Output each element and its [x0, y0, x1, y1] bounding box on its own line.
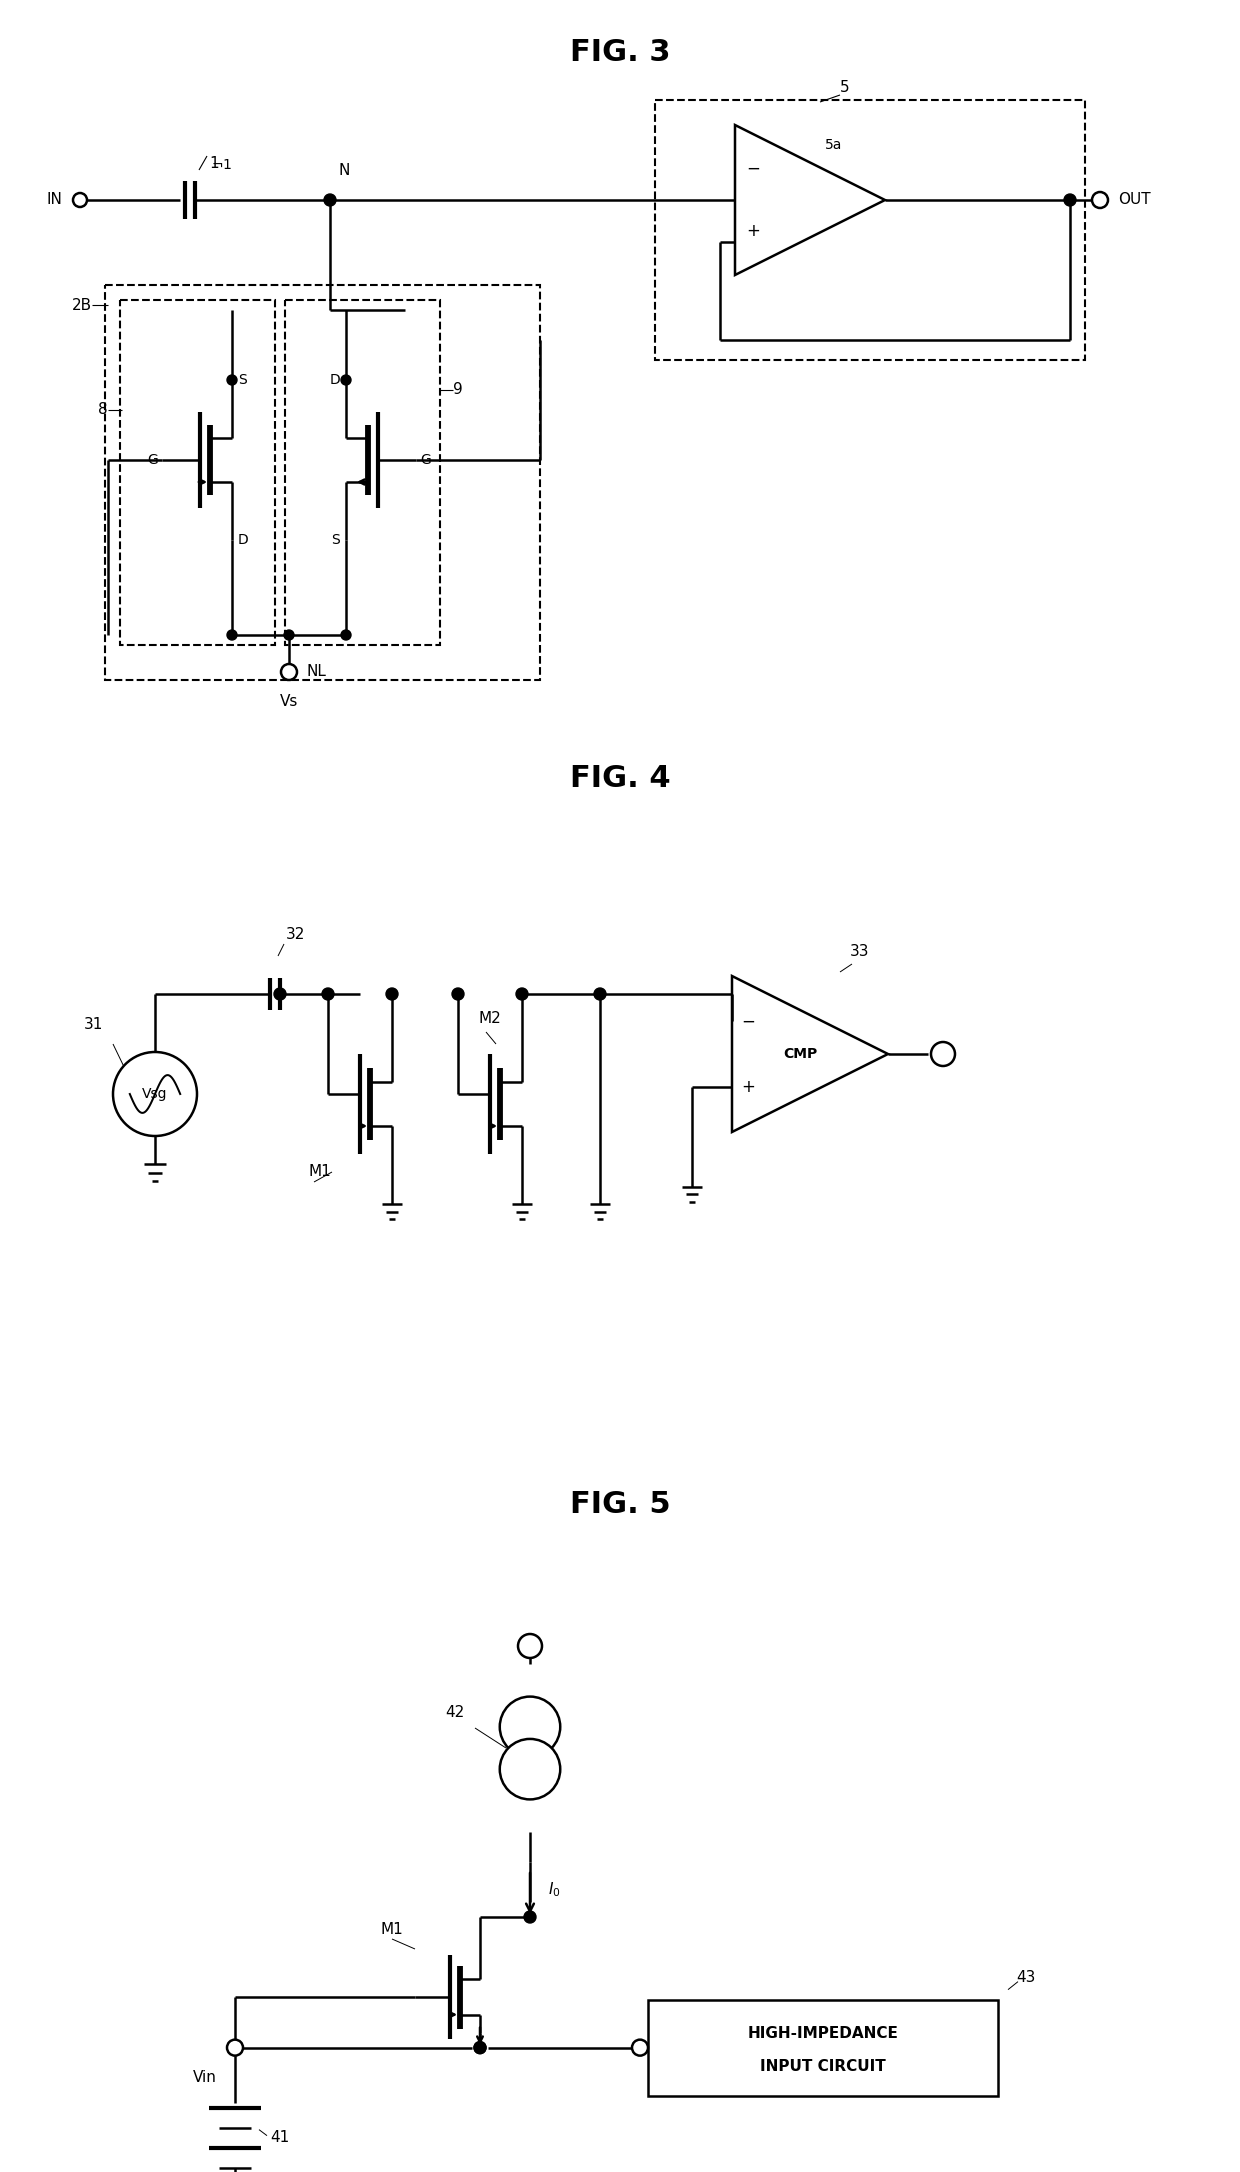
Circle shape: [1092, 191, 1109, 209]
Circle shape: [227, 2040, 243, 2055]
Text: M2: M2: [477, 1010, 501, 1025]
Circle shape: [227, 630, 237, 641]
Circle shape: [73, 193, 87, 206]
Text: 31: 31: [83, 1016, 103, 1032]
Circle shape: [594, 988, 606, 999]
Text: 5a: 5a: [825, 139, 842, 152]
Circle shape: [632, 2040, 649, 2055]
Circle shape: [113, 1051, 197, 1136]
Circle shape: [516, 988, 528, 999]
Circle shape: [227, 376, 237, 384]
Text: −: −: [742, 1012, 755, 1030]
Text: G: G: [148, 454, 157, 467]
Text: 9: 9: [453, 382, 463, 397]
Text: HIGH-IMPEDANCE: HIGH-IMPEDANCE: [748, 2026, 899, 2042]
Text: 43: 43: [1016, 1970, 1035, 1985]
Bar: [120, 300, 275, 645]
Text: $\neg$1: $\neg$1: [211, 159, 232, 172]
Bar: [105, 285, 539, 680]
Text: 1: 1: [210, 156, 218, 172]
Text: M1: M1: [308, 1164, 331, 1179]
Circle shape: [284, 630, 294, 641]
Text: $I_0$: $I_0$: [548, 1881, 560, 1898]
Text: 5: 5: [839, 80, 849, 96]
Circle shape: [386, 988, 398, 999]
Text: 2B: 2B: [72, 298, 92, 313]
Circle shape: [474, 2042, 486, 2055]
Text: OUT: OUT: [1118, 193, 1151, 209]
Text: NL: NL: [308, 665, 327, 680]
Text: 42: 42: [445, 1705, 465, 1720]
Text: S: S: [331, 532, 340, 547]
Circle shape: [341, 376, 351, 384]
Text: +: +: [742, 1077, 755, 1095]
Circle shape: [324, 193, 336, 206]
Text: N: N: [339, 163, 350, 178]
Text: FIG. 5: FIG. 5: [569, 1490, 671, 1518]
Text: D: D: [238, 532, 249, 547]
Bar: [649, 2000, 998, 2096]
Text: Vs: Vs: [280, 695, 298, 708]
Bar: [655, 100, 1085, 361]
Circle shape: [453, 988, 464, 999]
Text: 8: 8: [98, 402, 108, 417]
Text: IN: IN: [46, 193, 62, 209]
Text: 41: 41: [270, 2131, 289, 2146]
Circle shape: [500, 1740, 560, 1798]
Text: INPUT CIRCUIT: INPUT CIRCUIT: [760, 2059, 885, 2074]
Circle shape: [525, 1911, 536, 1922]
Text: M1: M1: [379, 1922, 403, 1937]
Bar: [285, 300, 440, 645]
Text: D: D: [330, 374, 340, 387]
Circle shape: [474, 2042, 486, 2055]
Text: CMP: CMP: [782, 1047, 817, 1060]
Text: FIG. 4: FIG. 4: [569, 765, 671, 793]
Circle shape: [322, 988, 334, 999]
Text: −: −: [746, 159, 760, 178]
Circle shape: [341, 630, 351, 641]
Text: 33: 33: [849, 945, 869, 960]
Circle shape: [500, 1696, 560, 1757]
Text: S: S: [238, 374, 247, 387]
Text: Vin: Vin: [193, 2070, 217, 2085]
Circle shape: [931, 1043, 955, 1066]
Circle shape: [1064, 193, 1076, 206]
Text: 32: 32: [286, 927, 305, 943]
Circle shape: [281, 665, 298, 680]
Text: FIG. 3: FIG. 3: [569, 37, 671, 67]
Circle shape: [518, 1633, 542, 1657]
Text: +: +: [746, 222, 760, 241]
Text: G: G: [420, 454, 430, 467]
Circle shape: [274, 988, 286, 999]
Text: Vsg: Vsg: [143, 1086, 167, 1101]
